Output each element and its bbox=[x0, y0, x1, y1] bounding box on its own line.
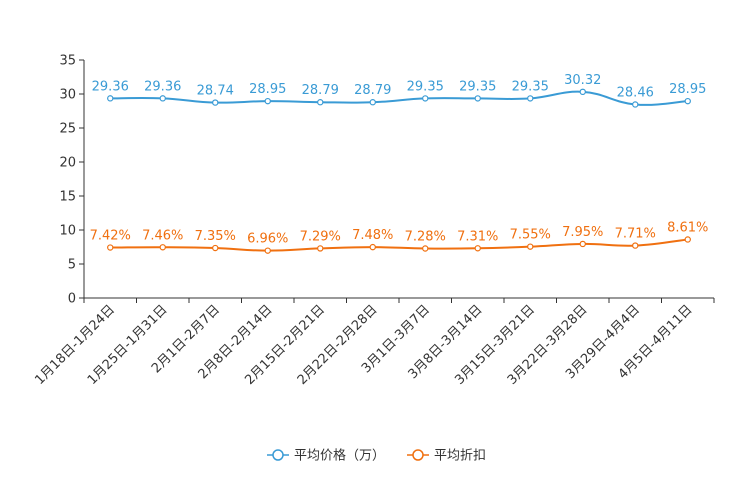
series-1-point bbox=[579, 88, 586, 96]
series-2-data-label: 7.95% bbox=[562, 225, 603, 240]
series-2-point bbox=[212, 244, 219, 252]
series-2-point bbox=[632, 242, 639, 249]
series-1-data-label: 28.95 bbox=[669, 82, 706, 97]
y-tick-label: 35 bbox=[59, 54, 76, 69]
series-1-data-label: 29.35 bbox=[407, 79, 444, 94]
series-1-data-label: 28.79 bbox=[302, 83, 339, 98]
y-tick-label: 20 bbox=[59, 156, 76, 171]
series-1-data-label: 28.95 bbox=[249, 82, 286, 97]
series-1-point bbox=[527, 95, 534, 102]
series-1-point bbox=[632, 101, 639, 108]
series-1-point bbox=[159, 95, 166, 102]
series-1-point bbox=[369, 99, 376, 106]
y-tick-label: 5 bbox=[68, 258, 76, 273]
series-2-data-label: 7.28% bbox=[405, 229, 446, 244]
y-tick-label: 15 bbox=[59, 190, 76, 205]
series-2-data-label: 7.31% bbox=[457, 229, 498, 244]
legend-marker-icon bbox=[412, 449, 424, 461]
series-2-point bbox=[684, 236, 691, 243]
series-2-point bbox=[474, 245, 481, 252]
series-1-point bbox=[212, 99, 219, 106]
y-tick-label: 10 bbox=[59, 224, 76, 239]
series-2-point bbox=[107, 244, 114, 251]
series-1-point bbox=[422, 95, 429, 102]
series-1-point bbox=[684, 97, 691, 105]
series-1-data-label: 29.35 bbox=[459, 79, 496, 94]
series-2-data-label: 7.35% bbox=[195, 229, 236, 244]
legend-marker-icon bbox=[272, 449, 284, 461]
series-2-point bbox=[422, 245, 429, 252]
series-2-data-label: 7.42% bbox=[90, 229, 131, 244]
series-2-point bbox=[369, 243, 376, 251]
series-1-data-label: 28.74 bbox=[197, 84, 234, 99]
series-1-data-label: 29.36 bbox=[92, 79, 129, 94]
legend-label: 平均价格（万） bbox=[294, 448, 385, 464]
series-2-point bbox=[317, 245, 324, 252]
series-2-point bbox=[579, 240, 586, 248]
y-tick-label: 0 bbox=[68, 292, 76, 307]
series-2-point bbox=[264, 247, 271, 254]
series-2-data-label: 7.55% bbox=[510, 228, 551, 243]
series-1-point bbox=[264, 97, 271, 105]
series-1-data-label: 28.46 bbox=[617, 85, 654, 100]
series-1-data-label: 28.79 bbox=[354, 83, 391, 98]
series-1-line bbox=[110, 90, 688, 106]
series-2-data-label: 7.48% bbox=[352, 228, 393, 243]
legend-item-1: 平均价格（万） bbox=[267, 448, 385, 464]
series-1-point bbox=[474, 95, 481, 102]
series-2-data-label: 7.71% bbox=[615, 227, 656, 242]
y-tick-label: 30 bbox=[59, 88, 76, 103]
series-2-line bbox=[110, 238, 688, 252]
series-1-data-label: 29.36 bbox=[144, 79, 181, 94]
series-2-data-label: 7.29% bbox=[300, 229, 341, 244]
series-2-point bbox=[527, 243, 534, 250]
series-2-data-label: 7.46% bbox=[142, 228, 183, 243]
series-2-point bbox=[159, 244, 166, 251]
y-tick-label: 25 bbox=[59, 122, 76, 137]
series-2-data-label: 8.61% bbox=[667, 220, 708, 235]
series-1-point bbox=[317, 99, 324, 106]
series-1-data-label: 30.32 bbox=[564, 73, 601, 88]
series-1-point bbox=[107, 95, 114, 102]
legend-label: 平均折扣 bbox=[434, 449, 486, 464]
legend-item-2: 平均折扣 bbox=[407, 449, 486, 464]
series-2-data-label: 6.96% bbox=[247, 232, 288, 247]
series-1-data-label: 29.35 bbox=[512, 79, 549, 94]
